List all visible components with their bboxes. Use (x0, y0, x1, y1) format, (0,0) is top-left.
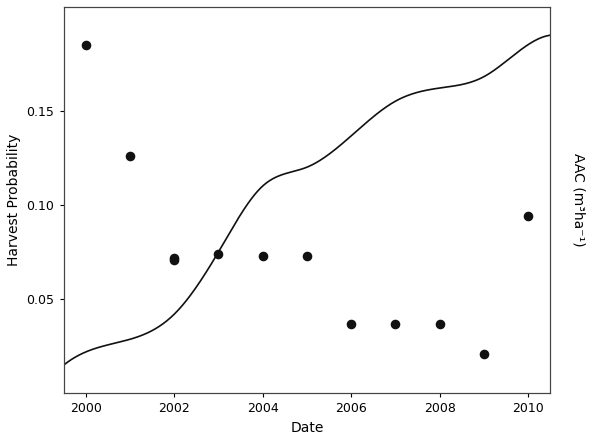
Point (125, 152, 134, 160)
Point (346, 320, 356, 327)
Point (258, 252, 268, 259)
Point (435, 320, 445, 327)
Y-axis label: Harvest Probability: Harvest Probability (7, 134, 21, 267)
Point (302, 252, 311, 259)
Y-axis label: AAC (m³ha⁻¹): AAC (m³ha⁻¹) (571, 153, 585, 247)
Point (81, 41, 91, 48)
Point (523, 213, 533, 220)
Point (391, 320, 400, 327)
X-axis label: Date: Date (290, 421, 324, 435)
Point (169, 256, 179, 263)
Point (169, 254, 179, 261)
Point (479, 351, 488, 358)
Point (214, 251, 223, 258)
